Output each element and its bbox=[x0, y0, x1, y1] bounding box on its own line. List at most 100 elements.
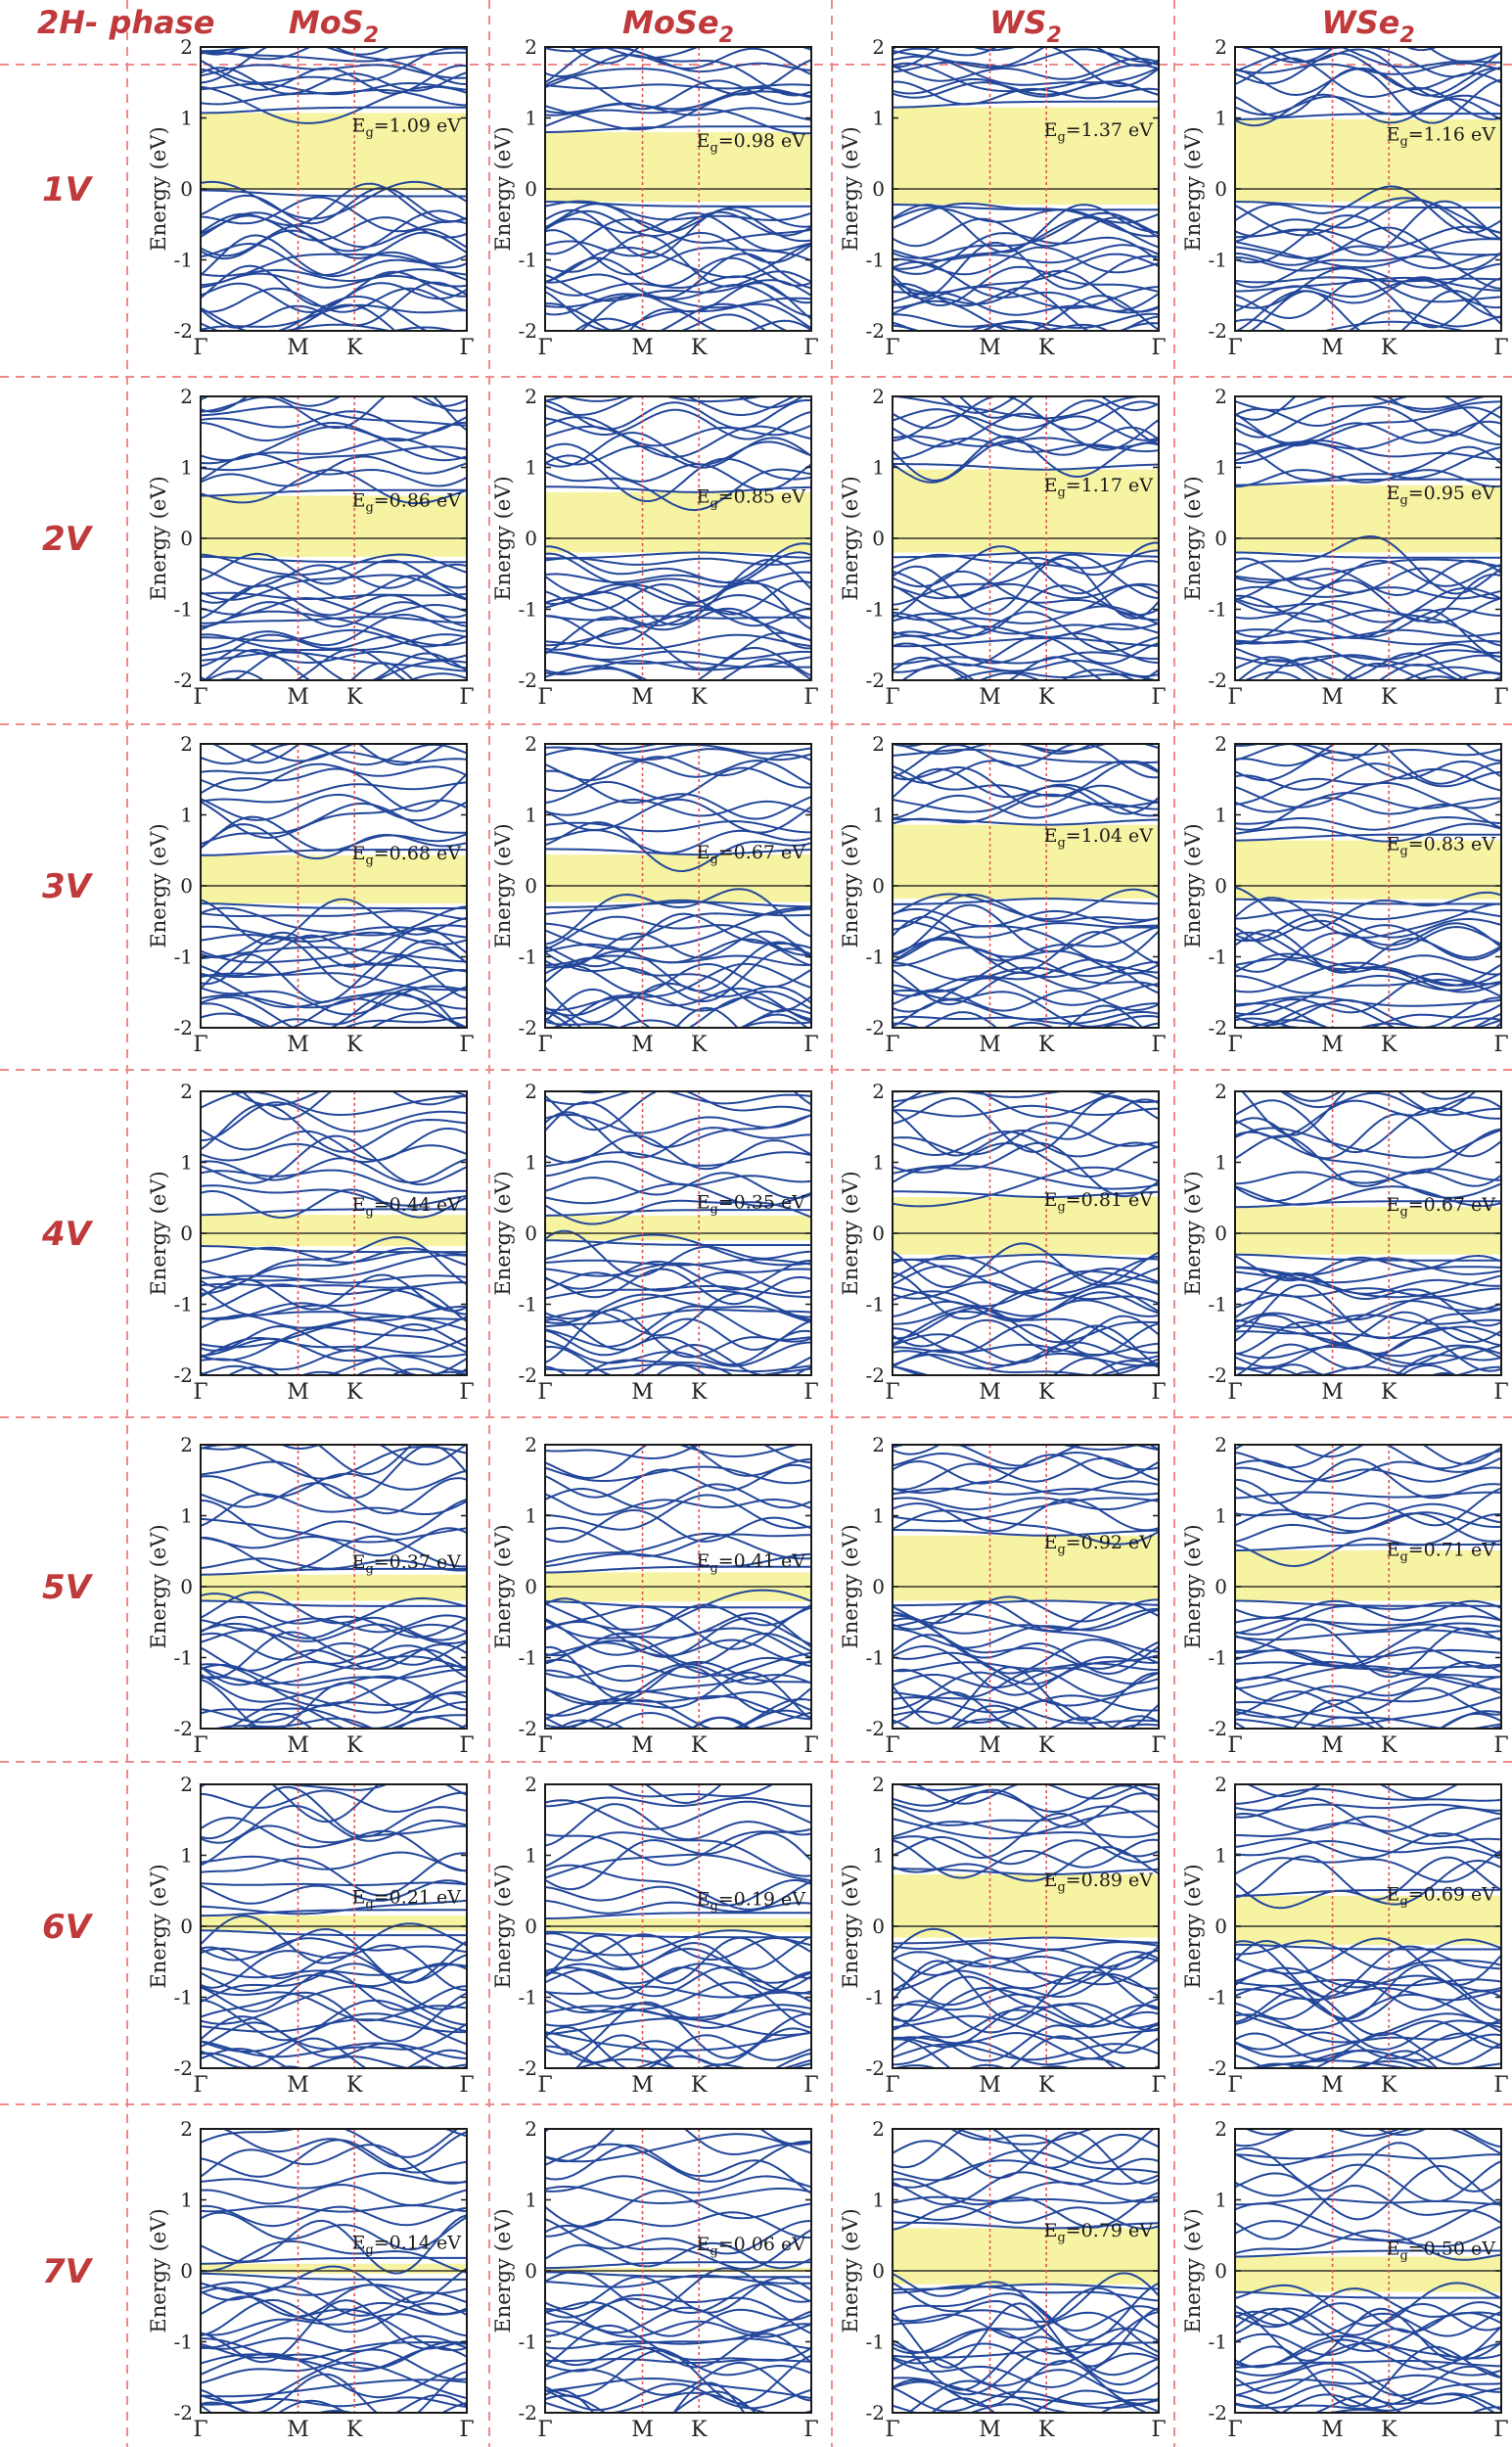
band-line bbox=[1235, 396, 1501, 421]
band-line bbox=[893, 246, 1159, 276]
band-line bbox=[545, 608, 811, 647]
band-line bbox=[545, 1965, 811, 1998]
band-line bbox=[893, 1666, 1159, 1725]
y-tick-label: -2 bbox=[866, 2056, 885, 2080]
band-line bbox=[1235, 1271, 1501, 1327]
band-line bbox=[201, 396, 467, 432]
band-line bbox=[893, 1445, 1159, 1455]
x-tick-label: Γ bbox=[537, 2073, 552, 2098]
x-tick-label: Γ bbox=[193, 336, 207, 360]
voltage-row-label: 2V bbox=[42, 520, 94, 559]
band-line bbox=[963, 2129, 997, 2131]
band-line bbox=[545, 408, 811, 440]
y-tick-label: -1 bbox=[866, 249, 885, 272]
bands bbox=[201, 1445, 467, 1729]
bands bbox=[201, 744, 467, 1028]
band-line bbox=[545, 1618, 811, 1659]
y-axis-label: Energy (eV) bbox=[1181, 126, 1205, 251]
band-line bbox=[1246, 1017, 1501, 1028]
x-tick-label: M bbox=[979, 336, 1001, 360]
band-line bbox=[201, 1929, 467, 1937]
band-line bbox=[893, 1612, 1159, 1653]
band-line bbox=[1235, 2153, 1501, 2160]
y-tick-label: -1 bbox=[174, 598, 193, 622]
band-line bbox=[893, 611, 1159, 653]
band-line bbox=[1235, 197, 1501, 237]
band-line bbox=[582, 1359, 735, 1375]
band-line bbox=[201, 1103, 467, 1153]
band-line bbox=[201, 396, 467, 408]
x-tick-label: Γ bbox=[193, 1733, 207, 1758]
y-axis-label: Energy (eV) bbox=[491, 2208, 515, 2332]
x-tick-label: K bbox=[1038, 336, 1055, 360]
band-line bbox=[1235, 913, 1501, 943]
band-gap-region bbox=[201, 1916, 467, 1931]
y-tick-label: 2 bbox=[180, 385, 193, 408]
band-line bbox=[1235, 586, 1501, 623]
band-line bbox=[893, 1529, 1159, 1537]
band-panel: 2 1 0 -1 -2 Energy (eV) Γ M K Γ Eg=0.79 eV bbox=[839, 2117, 1167, 2442]
band-line bbox=[1235, 1855, 1501, 1901]
y-tick-label: -2 bbox=[866, 1363, 885, 1387]
x-tick-label: Γ bbox=[885, 336, 899, 360]
x-tick-label: Γ bbox=[459, 2418, 474, 2442]
band-line bbox=[1306, 1784, 1449, 1785]
band-line bbox=[1052, 1357, 1123, 1375]
y-tick-label: 1 bbox=[1214, 1844, 1227, 1868]
band-line bbox=[893, 1253, 1159, 1261]
band-line bbox=[1235, 1601, 1501, 1636]
band-line bbox=[1235, 744, 1501, 785]
band-line bbox=[545, 982, 811, 1024]
band-line bbox=[201, 1691, 467, 1729]
x-tick-label: Γ bbox=[1227, 1380, 1242, 1405]
band-line bbox=[545, 208, 811, 259]
y-tick-label: 0 bbox=[525, 1915, 537, 1938]
band-line bbox=[1235, 833, 1501, 842]
x-tick-label: Γ bbox=[803, 2418, 818, 2442]
band-line bbox=[1235, 2282, 1501, 2327]
band-line bbox=[627, 307, 811, 331]
band-line bbox=[893, 549, 1159, 570]
band-line bbox=[545, 203, 811, 234]
band-line bbox=[893, 295, 1159, 331]
band-line bbox=[201, 196, 467, 233]
bands bbox=[1235, 1784, 1501, 2068]
band-line bbox=[1235, 2160, 1501, 2203]
x-tick-label: K bbox=[1381, 685, 1397, 710]
x-tick-label: K bbox=[1381, 336, 1397, 360]
band-line bbox=[1235, 2420, 1501, 2428]
band-line bbox=[201, 2040, 467, 2060]
band-line bbox=[906, 2379, 1159, 2413]
band-line bbox=[201, 1632, 467, 1666]
band-line bbox=[893, 1360, 1159, 1375]
band-line bbox=[893, 1350, 1159, 1370]
band-line bbox=[201, 1615, 467, 1641]
band-line bbox=[201, 1816, 467, 1849]
band-line bbox=[545, 542, 811, 584]
band-line bbox=[922, 1004, 1145, 1028]
band-line bbox=[1235, 1185, 1501, 1208]
x-tick-label: K bbox=[346, 2073, 363, 2098]
band-line bbox=[1235, 744, 1501, 762]
band-line bbox=[893, 2302, 1159, 2369]
y-tick-label: 2 bbox=[1214, 1080, 1227, 1103]
y-tick-label: -1 bbox=[1209, 946, 1227, 969]
band-line bbox=[893, 1936, 1159, 1945]
y-tick-label: 0 bbox=[1214, 1915, 1227, 1938]
band-line bbox=[1235, 396, 1501, 439]
band-line bbox=[545, 1268, 811, 1306]
band-line bbox=[545, 294, 811, 309]
band-line bbox=[893, 969, 1159, 1006]
band-line bbox=[545, 1160, 811, 1186]
band-line bbox=[893, 783, 1159, 817]
y-tick-label: 2 bbox=[180, 2117, 193, 2141]
band-line bbox=[201, 2346, 467, 2373]
band-gap-value-label: Eg=0.44 eV bbox=[352, 1194, 462, 1220]
y-tick-label: -1 bbox=[866, 2331, 885, 2354]
x-tick-label: K bbox=[691, 1033, 708, 1057]
y-tick-label: -1 bbox=[174, 2331, 193, 2354]
band-line bbox=[573, 313, 768, 331]
band-line bbox=[201, 1370, 467, 1375]
band-line bbox=[893, 1322, 1159, 1357]
band-line bbox=[1235, 652, 1501, 680]
